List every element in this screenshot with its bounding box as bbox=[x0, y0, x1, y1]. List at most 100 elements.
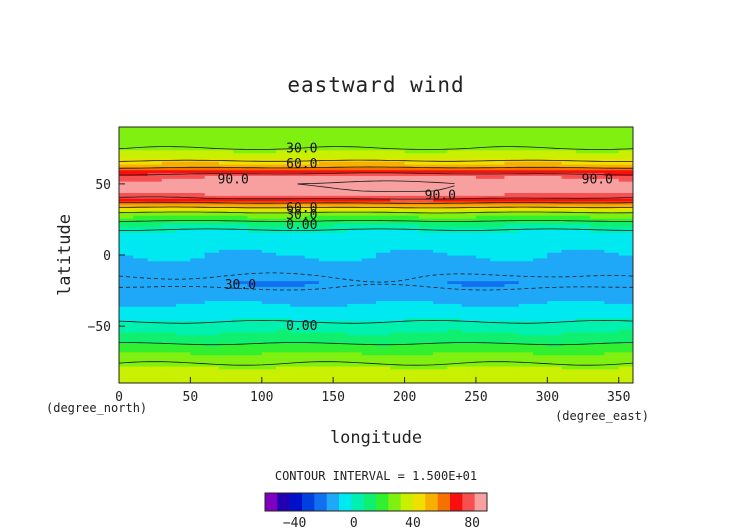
field-cell bbox=[333, 149, 349, 154]
field-cell bbox=[290, 127, 306, 131]
contour-label: 0.00 bbox=[286, 319, 317, 334]
field-cell bbox=[475, 257, 491, 262]
field-cell bbox=[147, 317, 163, 322]
field-cell bbox=[490, 169, 506, 174]
field-cell bbox=[333, 209, 349, 213]
field-cell bbox=[618, 328, 633, 333]
field-cell bbox=[261, 291, 277, 296]
field-cell bbox=[518, 283, 534, 287]
field-cell bbox=[447, 328, 463, 333]
field-cell bbox=[618, 158, 633, 162]
field-cell bbox=[547, 300, 563, 304]
field-cell bbox=[561, 328, 577, 333]
field-cell bbox=[247, 192, 263, 196]
field-cell bbox=[190, 280, 206, 285]
field-cell bbox=[504, 348, 520, 353]
field-cell bbox=[233, 249, 249, 253]
field-cell bbox=[304, 328, 320, 333]
field-cell bbox=[304, 249, 320, 253]
x-tick-label: 350 bbox=[607, 390, 630, 405]
field-cell bbox=[218, 209, 234, 213]
field-cell bbox=[518, 198, 534, 202]
field-cell bbox=[561, 377, 577, 381]
field-cell bbox=[304, 280, 320, 285]
field-cell bbox=[475, 368, 491, 373]
field-cell bbox=[218, 158, 234, 162]
field-cell bbox=[119, 374, 134, 378]
field-cell bbox=[376, 326, 391, 330]
field-cell bbox=[475, 340, 491, 344]
field-cell bbox=[247, 252, 263, 256]
field-cell bbox=[361, 192, 377, 196]
field-cell bbox=[318, 286, 334, 290]
field-cell bbox=[247, 178, 263, 182]
field-cell bbox=[190, 297, 206, 302]
field-cell bbox=[418, 158, 434, 162]
field-cell bbox=[290, 269, 306, 273]
field-cell bbox=[618, 346, 633, 350]
field-cell bbox=[547, 189, 563, 194]
field-cell bbox=[161, 129, 177, 134]
field-cell bbox=[361, 334, 377, 339]
field-cell bbox=[504, 186, 520, 191]
field-cell bbox=[418, 220, 434, 225]
field-cell bbox=[290, 229, 306, 233]
field-cell bbox=[290, 169, 306, 174]
field-cell bbox=[233, 380, 249, 383]
field-cell bbox=[561, 360, 577, 364]
field-cell bbox=[233, 348, 249, 353]
field-cell bbox=[361, 309, 377, 313]
field-cell bbox=[618, 274, 633, 279]
field-cell bbox=[176, 163, 191, 168]
field-cell bbox=[461, 360, 477, 364]
field-cell bbox=[190, 365, 206, 370]
field-cell bbox=[233, 212, 249, 216]
field-cell bbox=[561, 206, 577, 211]
field-cell bbox=[575, 240, 591, 245]
field-cell bbox=[333, 178, 349, 182]
field-cell bbox=[304, 240, 320, 245]
field-cell bbox=[590, 232, 606, 236]
field-cell bbox=[190, 263, 206, 267]
field-cell bbox=[418, 172, 434, 176]
field-cell bbox=[190, 260, 206, 265]
field-cell bbox=[390, 323, 406, 327]
field-cell bbox=[276, 223, 291, 228]
field-cell bbox=[604, 377, 620, 381]
field-cell bbox=[361, 138, 377, 142]
field-cell bbox=[404, 371, 420, 376]
field-cell bbox=[247, 175, 263, 179]
field-cell bbox=[261, 206, 277, 211]
field-cell bbox=[404, 277, 420, 282]
colorbar-tick-label: 80 bbox=[464, 516, 480, 531]
field-cell bbox=[204, 152, 220, 157]
field-cell bbox=[447, 158, 463, 162]
field-cell bbox=[318, 337, 334, 341]
field-cell bbox=[304, 269, 320, 273]
field-cell bbox=[290, 240, 306, 245]
field-cell bbox=[490, 300, 506, 304]
field-cell bbox=[604, 368, 620, 373]
field-cell bbox=[247, 218, 263, 222]
field-cell bbox=[318, 377, 334, 381]
field-cell bbox=[276, 163, 291, 168]
field-cell bbox=[304, 166, 320, 171]
field-cell bbox=[404, 343, 420, 347]
field-cell bbox=[361, 311, 377, 316]
field-cell bbox=[447, 343, 463, 347]
field-cell bbox=[304, 198, 320, 202]
field-cell bbox=[190, 198, 206, 202]
colorbar-swatch bbox=[277, 493, 290, 511]
field-cell bbox=[161, 368, 177, 373]
field-cell bbox=[518, 175, 534, 179]
field-cell bbox=[361, 260, 377, 265]
field-cell bbox=[547, 203, 563, 208]
field-cell bbox=[304, 266, 320, 270]
field-cell bbox=[133, 138, 149, 142]
field-cell bbox=[590, 189, 606, 194]
field-cell bbox=[504, 155, 520, 159]
field-cell bbox=[518, 144, 534, 148]
field-cell bbox=[204, 297, 220, 302]
field-cell bbox=[261, 309, 277, 313]
